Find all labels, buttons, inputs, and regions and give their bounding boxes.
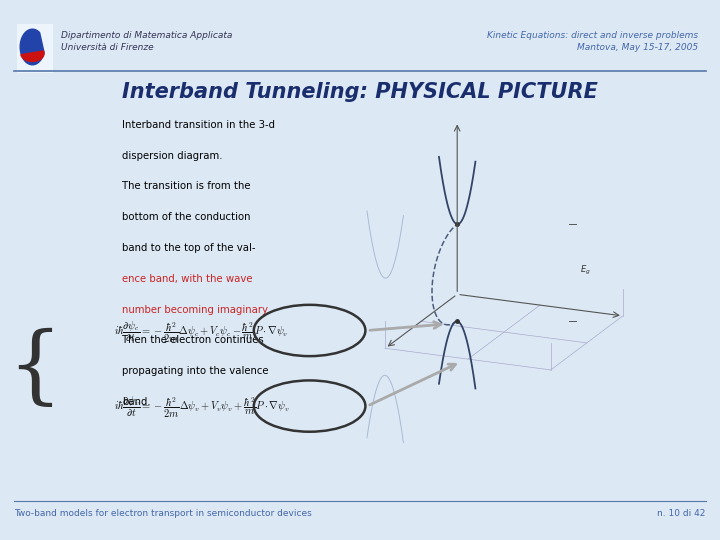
Text: Interband transition in the 3-d: Interband transition in the 3-d bbox=[122, 120, 275, 130]
Text: Interband Tunneling: PHYSICAL PICTURE: Interband Tunneling: PHYSICAL PICTURE bbox=[122, 82, 598, 102]
Text: $i\hbar\dfrac{\partial\psi_v}{\partial t} = -\dfrac{\hbar^2}{2m}\Delta\psi_v + V: $i\hbar\dfrac{\partial\psi_v}{\partial t… bbox=[114, 395, 289, 420]
Text: Kinetic Equations: direct and inverse problems
Mantova, May 15-17, 2005: Kinetic Equations: direct and inverse pr… bbox=[487, 31, 698, 52]
Text: $E_g$: $E_g$ bbox=[580, 264, 590, 276]
Text: $i\hbar\dfrac{\partial\psi_c}{\partial t} = -\dfrac{\hbar^2}{2m}\Delta\psi_c + V: $i\hbar\dfrac{\partial\psi_c}{\partial t… bbox=[114, 320, 289, 345]
Text: bottom of the conduction: bottom of the conduction bbox=[122, 212, 251, 222]
Polygon shape bbox=[21, 51, 44, 62]
Text: dispersion diagram.: dispersion diagram. bbox=[122, 151, 223, 161]
Text: Dipartimento di Matematica Applicata
Università di Firenze: Dipartimento di Matematica Applicata Uni… bbox=[61, 31, 233, 52]
Text: n. 10 di 42: n. 10 di 42 bbox=[657, 509, 706, 517]
Text: Two-band models for electron transport in semiconductor devices: Two-band models for electron transport i… bbox=[14, 509, 312, 517]
Text: {: { bbox=[7, 328, 62, 411]
Text: number becoming imaginary.: number becoming imaginary. bbox=[122, 305, 270, 315]
Text: The transition is from the: The transition is from the bbox=[122, 181, 251, 192]
Text: band to the top of the val-: band to the top of the val- bbox=[122, 243, 256, 253]
Text: band.: band. bbox=[122, 397, 151, 407]
Text: Then the electron continues: Then the electron continues bbox=[122, 335, 264, 346]
Text: ence band, with the wave: ence band, with the wave bbox=[122, 274, 253, 284]
Bar bbox=[17, 24, 53, 73]
Text: propagating into the valence: propagating into the valence bbox=[122, 366, 269, 376]
Polygon shape bbox=[20, 29, 44, 65]
